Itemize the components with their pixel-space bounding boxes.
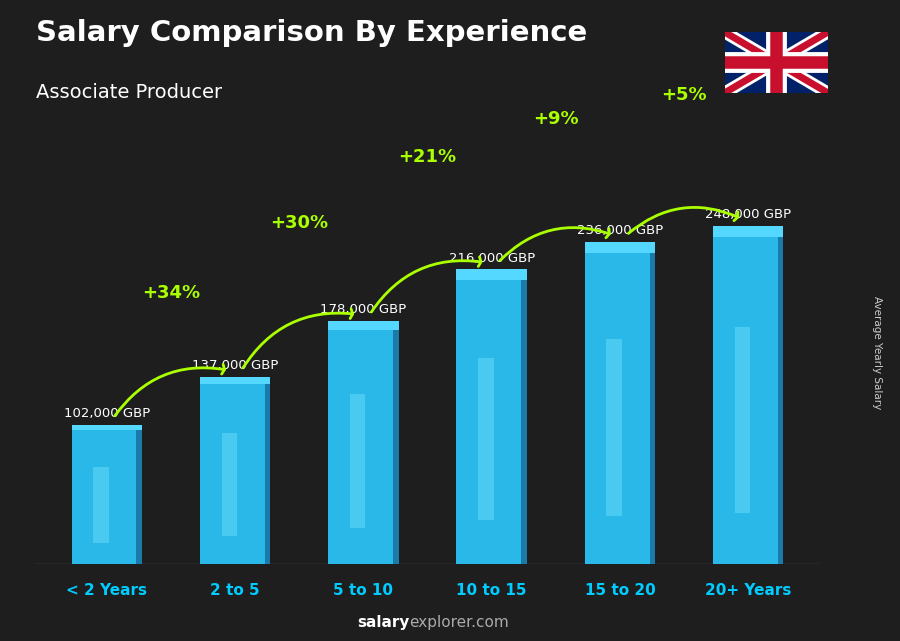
Bar [456,269,526,564]
Bar [585,242,655,564]
Bar [137,425,142,564]
Polygon shape [724,32,828,93]
Bar [328,321,399,564]
Bar [585,242,655,253]
Text: +30%: +30% [270,214,328,232]
Bar [72,425,142,564]
Text: 216,000 GBP: 216,000 GBP [448,251,535,265]
Bar [713,226,783,237]
Bar [265,377,270,564]
Bar [350,394,365,528]
Text: 102,000 GBP: 102,000 GBP [64,407,150,420]
Bar [778,226,783,564]
Bar [478,358,494,520]
Text: explorer.com: explorer.com [410,615,509,630]
Text: 178,000 GBP: 178,000 GBP [320,303,407,317]
Bar [72,425,142,429]
Text: +21%: +21% [399,149,456,167]
Bar [607,338,622,516]
Text: salary: salary [357,615,410,630]
Bar [713,226,783,564]
Bar [94,467,109,543]
Bar [521,269,526,564]
Bar [328,321,399,329]
Text: +9%: +9% [533,110,579,128]
Text: 236,000 GBP: 236,000 GBP [577,224,663,237]
Text: Salary Comparison By Experience: Salary Comparison By Experience [36,19,587,47]
Bar [650,242,655,564]
Bar [221,433,238,536]
Text: Associate Producer: Associate Producer [36,83,222,103]
Bar [734,327,751,513]
Bar [393,321,399,564]
Bar [456,269,526,279]
Bar [200,377,270,384]
Text: 137,000 GBP: 137,000 GBP [192,360,278,372]
Text: +34%: +34% [142,283,200,301]
Text: +5%: +5% [662,86,706,104]
Bar [200,377,270,564]
Text: 248,000 GBP: 248,000 GBP [705,208,791,221]
Text: Average Yearly Salary: Average Yearly Salary [872,296,883,409]
